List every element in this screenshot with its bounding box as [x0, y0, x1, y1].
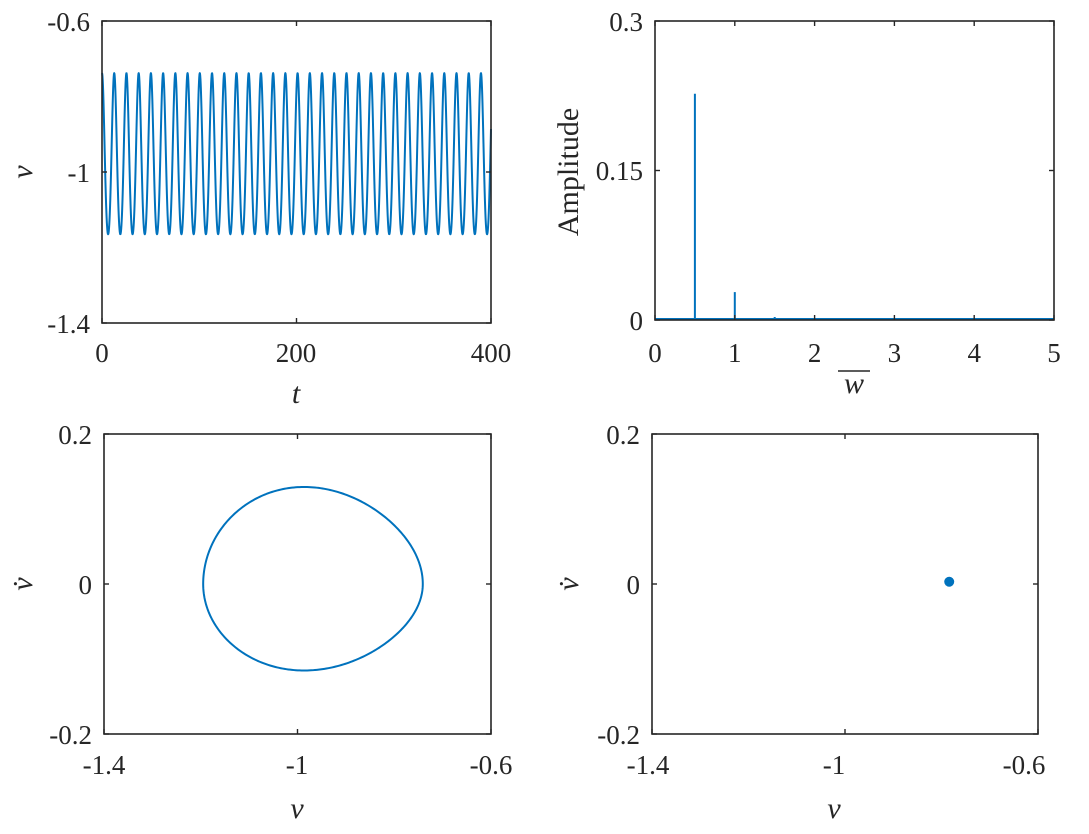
xtick-label: 0 [648, 338, 662, 368]
ytick-label: -1.4 [47, 309, 90, 339]
xtick-label: -1.4 [627, 750, 670, 780]
tick-marks [103, 433, 492, 735]
ytick-label: 0.15 [596, 156, 643, 186]
panel-phase-portrait: 0.2 0 -0.2 -1.4 -1 -0.6 v v̇ [6, 420, 512, 825]
x-axis-label: v [827, 792, 841, 825]
xtick-label: 0 [95, 338, 109, 368]
xtick-label: -1 [286, 750, 309, 780]
x-axis-label: t [292, 377, 301, 410]
spectrum-lines [693, 93, 776, 320]
ytick-label: 0.3 [609, 7, 643, 37]
ytick-label: -0.2 [597, 720, 640, 750]
xtick-label: -1.4 [83, 750, 126, 780]
ytick-label: 0 [630, 306, 644, 336]
panel-spectrum: 0.3 0.15 0 0 1 2 3 4 5 w Amplitude [552, 7, 1061, 400]
xtick-labels: 0 1 2 3 4 5 [648, 338, 1061, 368]
y-axis-label: v̇ [552, 577, 585, 591]
tick-marks [654, 20, 1055, 321]
ytick-label: -0.2 [49, 720, 92, 750]
panel-time-history: -0.6 -1 -1.4 0 200 400 t v [6, 7, 511, 410]
equilibrium-point [944, 576, 955, 587]
xtick-label: 5 [1047, 338, 1061, 368]
xtick-label: -0.6 [470, 750, 513, 780]
axes-frame [651, 433, 1039, 735]
xtick-label: 1 [728, 338, 742, 368]
xtick-label: 2 [808, 338, 822, 368]
x-axis-label: v [290, 792, 304, 825]
ytick-label: 0.2 [606, 420, 640, 450]
ytick-label: -0.6 [47, 7, 90, 37]
ytick-label: 0 [627, 570, 641, 600]
xtick-label: -1 [823, 750, 846, 780]
limit-cycle-curve [202, 485, 424, 672]
xtick-label: 200 [276, 338, 317, 368]
y-axis-label: v [6, 165, 39, 179]
xtick-label: -0.6 [1003, 750, 1046, 780]
xtick-label: 3 [888, 338, 902, 368]
xtick-label: 400 [471, 338, 512, 368]
panel-equilibrium: 0.2 0 -0.2 -1.4 -1 -0.6 v v̇ [552, 420, 1045, 825]
xtick-label: 4 [967, 338, 981, 368]
y-axis-label: Amplitude [552, 108, 585, 236]
y-axis-label: v̇ [6, 577, 39, 591]
tick-marks [651, 433, 1039, 735]
axes-frame [103, 433, 492, 735]
time-history-line [101, 72, 492, 236]
tick-marks [101, 20, 492, 324]
ytick-label: -1 [68, 158, 91, 188]
x-axis-label: w [844, 367, 864, 400]
ytick-label: 0 [79, 570, 93, 600]
axes-frame [654, 20, 1055, 321]
ytick-label: 0.2 [58, 420, 92, 450]
